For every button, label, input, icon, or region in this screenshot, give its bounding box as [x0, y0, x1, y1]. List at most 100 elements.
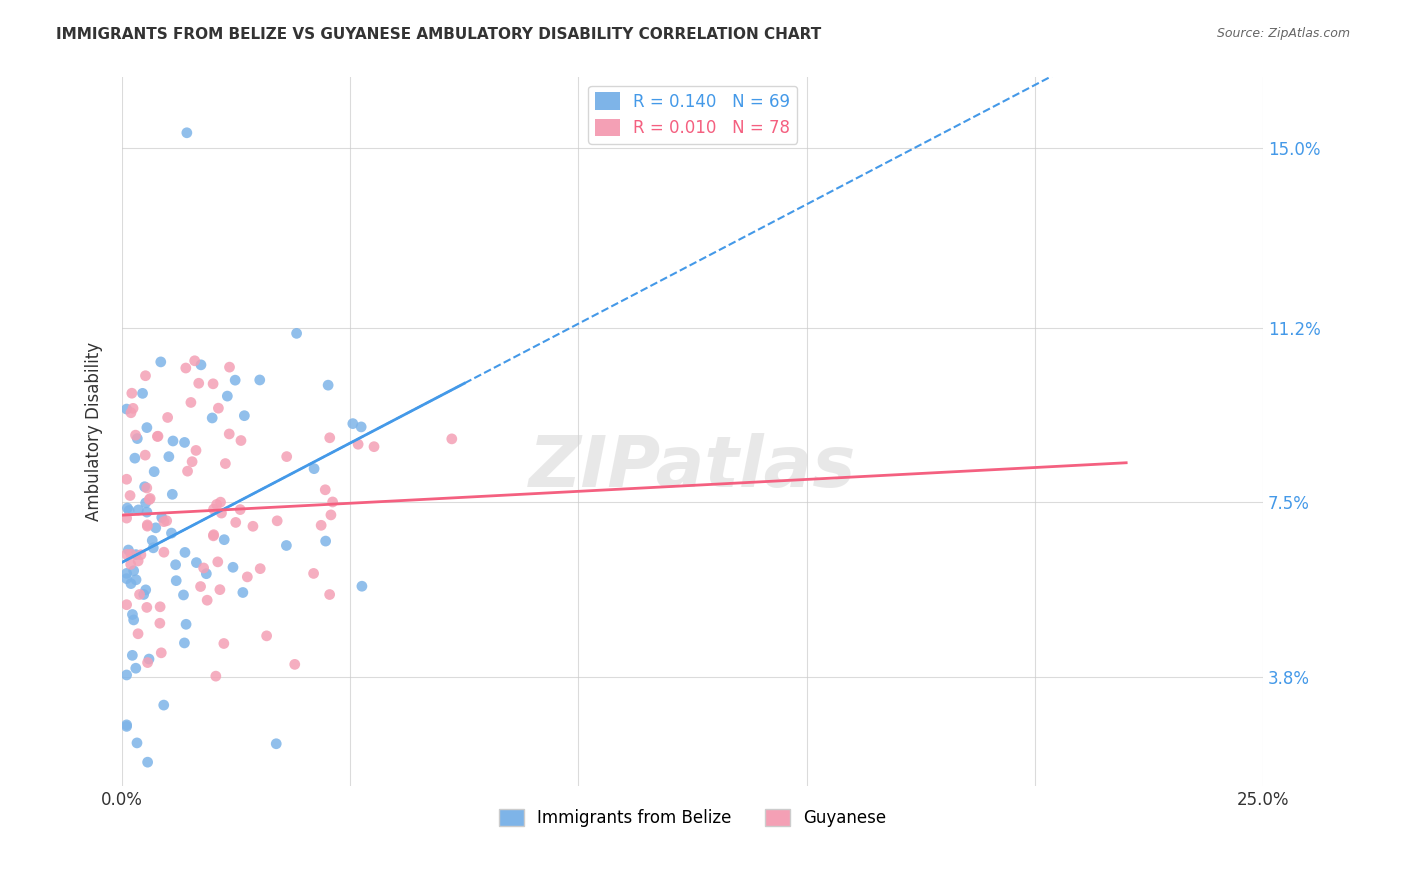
Point	[141, 533, 163, 548]
Point	[202, 376, 225, 391]
Point	[160, 526, 183, 541]
Point	[322, 495, 344, 509]
Point	[212, 636, 235, 650]
Point	[183, 353, 205, 368]
Point	[149, 616, 172, 631]
Point	[190, 358, 212, 372]
Point	[202, 529, 225, 543]
Point	[120, 489, 142, 503]
Point	[146, 429, 169, 443]
Point	[122, 613, 145, 627]
Point	[143, 465, 166, 479]
Point	[350, 579, 373, 593]
Point	[165, 574, 187, 588]
Point	[125, 736, 148, 750]
Point	[347, 437, 370, 451]
Point	[142, 541, 165, 555]
Point	[153, 515, 176, 529]
Text: IMMIGRANTS FROM BELIZE VS GUYANESE AMBULATORY DISABILITY CORRELATION CHART: IMMIGRANTS FROM BELIZE VS GUYANESE AMBUL…	[56, 27, 821, 42]
Point	[115, 719, 138, 733]
Point	[440, 432, 463, 446]
Point	[184, 443, 207, 458]
Point	[249, 373, 271, 387]
Point	[156, 410, 179, 425]
Point	[276, 539, 298, 553]
Point	[218, 427, 240, 442]
Point	[165, 558, 187, 572]
Point	[118, 503, 141, 517]
Point	[181, 455, 204, 469]
Point	[233, 409, 256, 423]
Point	[276, 450, 298, 464]
Point	[115, 511, 138, 525]
Point	[139, 491, 162, 506]
Point	[302, 566, 325, 581]
Point	[120, 558, 142, 572]
Point	[212, 533, 235, 547]
Point	[135, 505, 157, 519]
Point	[363, 440, 385, 454]
Point	[205, 498, 228, 512]
Point	[162, 487, 184, 501]
Point	[232, 585, 254, 599]
Y-axis label: Ambulatory Disability: Ambulatory Disability	[86, 342, 103, 521]
Point	[202, 527, 225, 541]
Point	[229, 434, 252, 448]
Point	[173, 435, 195, 450]
Point	[152, 698, 174, 712]
Point	[214, 457, 236, 471]
Point	[302, 461, 325, 475]
Point	[117, 543, 139, 558]
Point	[127, 503, 149, 517]
Point	[149, 355, 172, 369]
Point	[249, 561, 271, 575]
Point	[266, 514, 288, 528]
Point	[121, 607, 143, 622]
Point	[309, 518, 332, 533]
Point	[136, 517, 159, 532]
Point	[256, 629, 278, 643]
Point	[122, 564, 145, 578]
Point	[150, 646, 173, 660]
Point	[205, 669, 228, 683]
Point	[342, 417, 364, 431]
Point	[315, 534, 337, 549]
Point	[174, 617, 197, 632]
Point	[285, 326, 308, 341]
Point	[318, 588, 340, 602]
Point	[115, 566, 138, 581]
Point	[222, 560, 245, 574]
Point	[316, 378, 339, 392]
Point	[195, 566, 218, 581]
Point	[135, 582, 157, 597]
Point	[190, 580, 212, 594]
Point	[176, 126, 198, 140]
Point	[149, 599, 172, 614]
Point	[120, 576, 142, 591]
Point	[157, 450, 180, 464]
Point	[180, 395, 202, 409]
Point	[127, 432, 149, 446]
Point	[132, 587, 155, 601]
Point	[120, 406, 142, 420]
Point	[124, 451, 146, 466]
Point	[127, 554, 149, 568]
Point	[225, 516, 247, 530]
Point	[115, 402, 138, 417]
Point	[129, 548, 152, 562]
Point	[145, 521, 167, 535]
Point	[186, 556, 208, 570]
Point	[115, 718, 138, 732]
Point	[193, 561, 215, 575]
Point	[131, 386, 153, 401]
Point	[138, 652, 160, 666]
Point	[125, 573, 148, 587]
Legend: Immigrants from Belize, Guyanese: Immigrants from Belize, Guyanese	[492, 803, 893, 834]
Point	[136, 519, 159, 533]
Point	[187, 376, 209, 391]
Point	[229, 502, 252, 516]
Point	[236, 570, 259, 584]
Point	[264, 737, 287, 751]
Point	[195, 593, 218, 607]
Point	[319, 431, 342, 445]
